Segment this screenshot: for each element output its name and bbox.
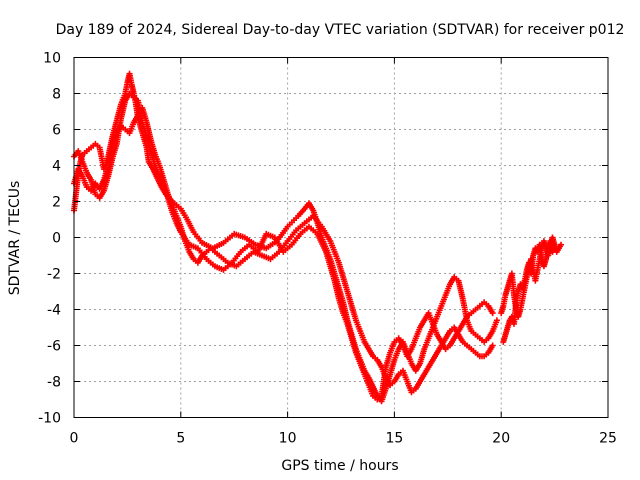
x-axis-label: GPS time / hours	[281, 458, 398, 474]
y-tick-label: -2	[47, 267, 61, 283]
data-point	[489, 342, 496, 349]
y-axis-label: SDTVAR / TECUs	[7, 181, 23, 296]
data-point	[551, 245, 558, 252]
data-point	[489, 310, 496, 317]
x-tick-label: 25	[599, 431, 617, 447]
x-tick-label: 0	[70, 431, 79, 447]
data-points	[71, 70, 565, 405]
y-tick-label: 2	[52, 195, 61, 211]
y-axis-ticks: -10 -8 -6 -4 -2 0 2 4 6 8 10	[38, 51, 608, 427]
x-axis-ticks: 0 5 10 15 20 25	[70, 57, 617, 447]
y-tick-label: -6	[47, 339, 61, 355]
y-tick-label: -8	[47, 375, 61, 391]
grid-lines	[74, 57, 608, 418]
data-point	[558, 241, 565, 248]
y-tick-label: 4	[52, 159, 61, 175]
y-tick-label: 10	[43, 51, 61, 67]
y-tick-label: 8	[52, 87, 61, 103]
x-tick-label: 5	[176, 431, 185, 447]
y-tick-label: 0	[52, 231, 61, 247]
chart-title: Day 189 of 2024, Sidereal Day-to-day VTE…	[56, 22, 625, 38]
y-tick-label: -4	[47, 303, 61, 319]
x-tick-label: 15	[385, 431, 403, 447]
y-tick-label: 6	[52, 123, 61, 139]
data-point	[493, 317, 500, 324]
y-tick-label: -10	[38, 411, 61, 427]
x-tick-label: 20	[492, 431, 510, 447]
x-tick-label: 10	[279, 431, 297, 447]
